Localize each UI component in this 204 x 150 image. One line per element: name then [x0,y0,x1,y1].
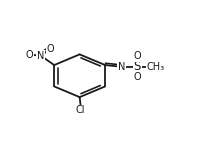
Text: O: O [133,51,141,61]
Text: O: O [133,72,141,82]
Text: O: O [25,50,33,60]
Text: CH₃: CH₃ [146,62,164,72]
Text: S: S [133,60,140,73]
Text: O: O [47,44,54,54]
Text: N: N [37,51,44,61]
Text: N: N [118,62,125,72]
Text: Cl: Cl [75,105,85,115]
